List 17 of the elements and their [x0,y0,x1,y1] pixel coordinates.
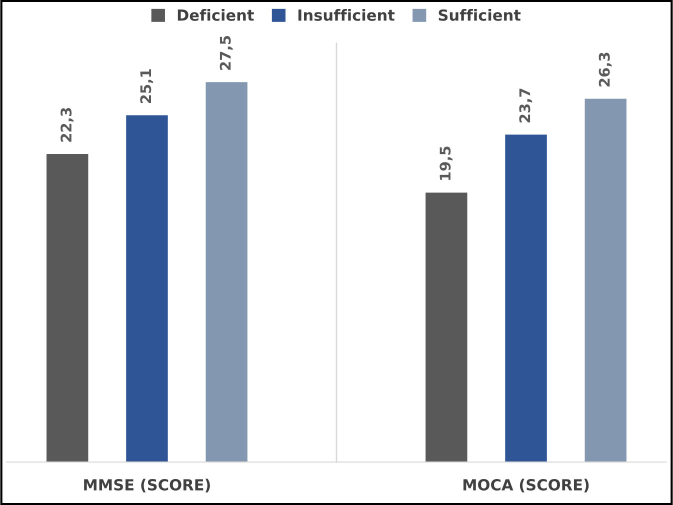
bar [426,192,468,462]
legend-label: Sufficient [438,9,521,21]
data-label: 23,7 [519,88,532,122]
data-label: 19,5 [440,146,453,180]
bar [206,82,248,462]
x-tick-label: MOCA (SCORE) [463,478,589,492]
data-label: 27,5 [220,36,233,70]
bar [126,115,168,462]
data-label: 25,1 [140,69,154,104]
bar [46,154,88,462]
data-label: 22,3 [60,108,74,142]
bar [584,98,626,462]
data-label: 26,3 [598,52,612,86]
legend-label: Deficient [178,9,254,21]
legend-label: Insufficient [298,9,395,21]
bar [505,134,547,462]
x-tick-label: MMSE (SCORE) [84,478,210,492]
